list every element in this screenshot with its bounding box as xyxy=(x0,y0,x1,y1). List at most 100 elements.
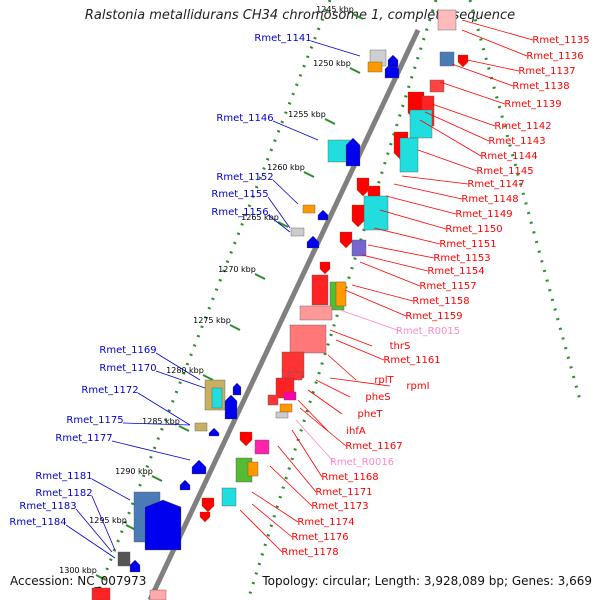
label-leader xyxy=(291,429,323,478)
label-leader xyxy=(393,183,463,200)
left-gene-label: Rmet_1183 xyxy=(19,501,76,512)
right-gene-label: Rmet_1158 xyxy=(412,296,469,307)
label-leader xyxy=(439,81,506,105)
label-leader xyxy=(417,149,478,172)
right-gene-label: Rmet_1150 xyxy=(445,224,502,235)
right-gene-label: pheT xyxy=(358,409,384,420)
left-gene-label: Rmet_1169 xyxy=(99,345,156,356)
gene-arrow xyxy=(199,511,211,523)
gene-rmet-1171 xyxy=(254,439,270,455)
gene-rmet-1149 xyxy=(363,195,389,231)
label-leader xyxy=(272,120,319,141)
gene-arrow xyxy=(208,427,220,437)
label-leader xyxy=(351,284,414,302)
kbp-label: 1300 kbp xyxy=(59,566,97,575)
right-gene-label: rplT xyxy=(374,375,394,386)
label-leader xyxy=(361,254,429,272)
label-leader xyxy=(379,209,447,230)
gene-block xyxy=(429,79,445,93)
left-gene-label: Rmet_1152 xyxy=(216,172,273,183)
label-leader xyxy=(155,370,206,389)
gene-rmet-1152 xyxy=(302,204,316,214)
right-gene-label: Rmet_1143 xyxy=(488,136,545,147)
right-gene-label: Rmet_1157 xyxy=(419,281,476,292)
label-leader xyxy=(91,495,116,551)
label-leader xyxy=(329,329,373,347)
gene-arrow xyxy=(306,235,320,249)
gene-rmet-1170 xyxy=(211,387,223,409)
gene-rmet-1155 xyxy=(290,227,305,237)
label-leader xyxy=(267,196,291,229)
gene-arrow xyxy=(387,54,399,68)
gene-arrow xyxy=(319,261,331,275)
chromosome-backbone xyxy=(147,28,421,600)
gene-block xyxy=(267,394,279,406)
right-gene-label: rpmI xyxy=(406,381,429,392)
gene-arrow xyxy=(239,431,253,447)
gene-arrow xyxy=(129,559,141,573)
left-gene-label: Rmet_1181 xyxy=(35,471,92,482)
gene-rmet-1175 xyxy=(194,422,208,432)
label-leader xyxy=(339,309,401,332)
kbp-tick xyxy=(352,13,364,20)
right-gene-label: Rmet_1174 xyxy=(297,517,354,528)
gene-rmet-1137 xyxy=(439,51,455,67)
gene-orange xyxy=(367,61,383,73)
left-gene-label: Rmet_1141 xyxy=(254,33,311,44)
kbp-label: 1255 kbp xyxy=(288,110,326,119)
right-gene-label: Rmet_R0016 xyxy=(330,457,394,468)
kbp-tick xyxy=(178,425,190,432)
right-gene-label: Rmet_1178 xyxy=(281,547,338,558)
gene-block xyxy=(247,461,259,477)
label-leader xyxy=(329,377,391,387)
kbp-tick xyxy=(254,273,266,280)
kbp-label: 1245 kbp xyxy=(316,5,354,14)
kbp-label: 1290 kbp xyxy=(115,467,153,476)
gene-rmet-1174 xyxy=(221,487,237,507)
kbp-tick xyxy=(277,221,289,228)
gene-thrs xyxy=(289,324,327,354)
gene-rmet-1159 xyxy=(335,281,347,307)
kbp-label: 1260 kbp xyxy=(267,163,305,172)
label-leader xyxy=(359,261,421,287)
gene-arrow xyxy=(232,382,242,396)
left-gene-label: Rmet_1182 xyxy=(35,488,92,499)
gene-arrow xyxy=(339,231,353,249)
left-gene-label: Rmet_1172 xyxy=(81,385,138,396)
gene-rmet-1184 xyxy=(117,551,131,567)
kbp-label: 1250 kbp xyxy=(313,59,351,68)
label-leader xyxy=(373,227,441,245)
label-leader xyxy=(111,440,191,461)
label-leader xyxy=(267,214,291,233)
right-gene-label: Rmet_1153 xyxy=(433,253,490,264)
kbp-label: 1270 kbp xyxy=(218,265,256,274)
label-leader xyxy=(344,289,407,317)
right-gene-label: Rmet_1176 xyxy=(291,532,348,543)
label-leader xyxy=(461,29,528,57)
label-leader xyxy=(251,503,293,538)
gene-rmet-1145 xyxy=(399,137,419,173)
right-gene-label: Rmet_1139 xyxy=(504,99,561,110)
kbp-tick xyxy=(202,374,214,381)
kbp-tick xyxy=(229,324,241,331)
gene-arrow xyxy=(317,209,329,221)
right-gene-label: Rmet_1136 xyxy=(526,51,583,62)
label-leader xyxy=(424,111,490,142)
gene-rmet-1143 xyxy=(409,109,433,139)
label-leader xyxy=(431,103,496,127)
dotted-track-1 xyxy=(93,0,332,600)
left-gene-label: Rmet_1156 xyxy=(211,207,268,218)
gene-arrow xyxy=(179,479,191,491)
right-gene-label: Rmet_1148 xyxy=(461,194,518,205)
label-leader xyxy=(315,379,351,398)
gene-rmet-r0015 xyxy=(299,305,333,321)
kbp-label: 1295 kbp xyxy=(89,516,127,525)
label-leader xyxy=(295,419,335,463)
label-leader xyxy=(155,352,201,381)
label-leader xyxy=(327,354,357,381)
label-leader xyxy=(461,19,534,41)
gene-phet xyxy=(283,391,297,401)
label-leader xyxy=(307,389,343,415)
